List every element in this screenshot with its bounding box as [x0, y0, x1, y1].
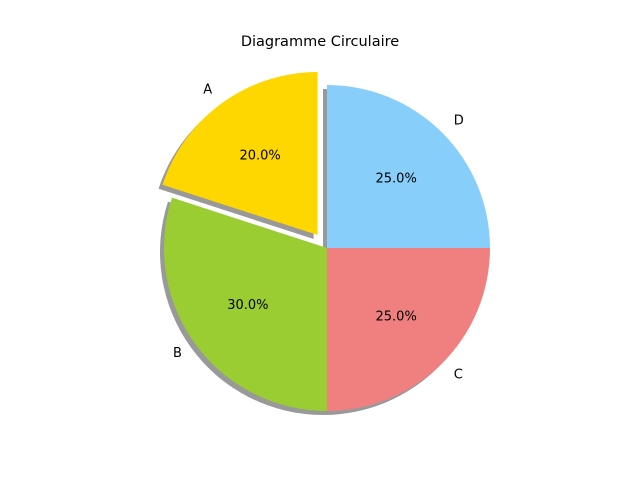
- slice-label-b: B: [173, 346, 182, 361]
- slice-percent-c: 25.0%: [376, 310, 417, 325]
- pie-slice-d: [327, 85, 490, 248]
- slice-layer: [162, 72, 490, 411]
- slice-percent-d: 25.0%: [376, 171, 417, 186]
- chart-title: Diagramme Circulaire: [240, 34, 400, 50]
- slice-percent-b: 30.0%: [227, 298, 268, 313]
- slice-label-a: A: [203, 83, 212, 98]
- slice-percent-a: 20.0%: [239, 148, 280, 163]
- pie-slice-b: [164, 197, 327, 411]
- pie-slice-a: [162, 72, 318, 236]
- label-layer: A 20.0% B 30.0% C 25.0% D 25.0%: [173, 83, 464, 383]
- slice-label-c: C: [454, 367, 463, 382]
- slice-label-d: D: [454, 114, 464, 129]
- pie-slice-c: [327, 248, 490, 411]
